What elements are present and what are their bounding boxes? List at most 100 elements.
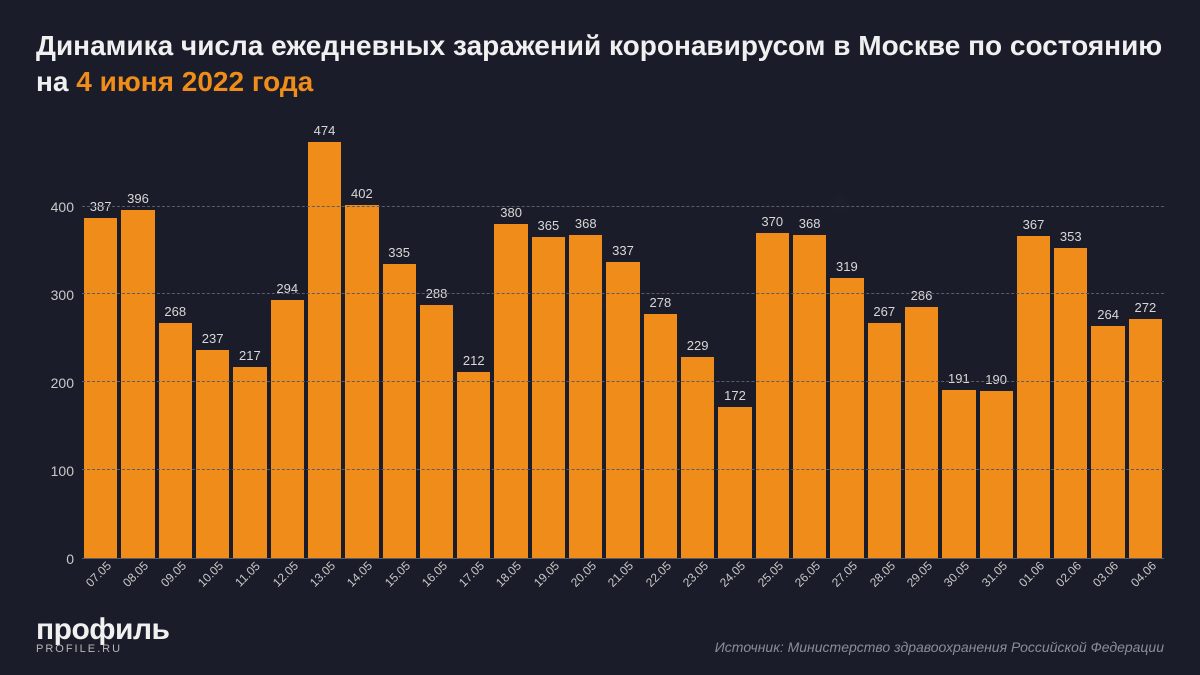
bar [681,357,714,558]
bar [718,407,751,558]
bar-column: 217 [233,119,266,558]
bar [1017,236,1050,558]
bar-value-label: 191 [948,371,970,386]
bar [644,314,677,558]
bar-value-label: 368 [799,216,821,231]
bar [1129,319,1162,558]
bar-value-label: 319 [836,259,858,274]
bar-value-label: 365 [538,218,560,233]
bar-value-label: 212 [463,353,485,368]
bar-value-label: 229 [687,338,709,353]
bar-value-label: 272 [1135,300,1157,315]
bar-value-label: 335 [388,245,410,260]
bar [84,218,117,558]
x-tick: 08.05 [119,557,152,590]
bar [905,307,938,558]
bar-value-label: 286 [911,288,933,303]
bar-value-label: 353 [1060,229,1082,244]
x-tick: 11.05 [231,557,264,590]
x-tick: 31.05 [977,557,1010,590]
x-tick: 13.05 [306,557,339,590]
y-tick: 0 [66,551,74,567]
bar [756,233,789,558]
chart-title: Динамика числа ежедневных заражений коро… [36,28,1164,101]
logo-main: профиль [36,613,169,647]
x-tick: 03.06 [1089,557,1122,590]
x-tick: 14.05 [343,557,376,590]
bar-column: 286 [905,119,938,558]
y-tick: 300 [51,287,74,303]
bar-column: 229 [681,119,714,558]
bar [793,235,826,558]
bar-column: 237 [196,119,229,558]
bar-column: 288 [420,119,453,558]
bar [606,262,639,558]
bar-value-label: 368 [575,216,597,231]
bar-value-label: 172 [724,388,746,403]
bar [457,372,490,558]
container: Динамика числа ежедневных заражений коро… [0,0,1200,675]
bar-column: 353 [1054,119,1087,558]
x-tick: 17.05 [455,557,488,590]
bar [233,367,266,558]
title-highlight: 4 июня 2022 года [76,66,313,97]
bar-column: 387 [84,119,117,558]
x-tick: 23.05 [679,557,712,590]
grid-line [82,381,1164,382]
bar [868,323,901,558]
x-tick: 10.05 [194,557,227,590]
x-tick: 30.05 [940,557,973,590]
plot-area: 387 396 268237217294 474 402 335 288 212 380 365 3… [82,119,1164,559]
logo: профиль PROFILE.RU [36,613,169,655]
bar-column: 268 [159,119,192,558]
bar-value-label: 190 [985,372,1007,387]
bar-value-label: 278 [649,295,671,310]
bar-column: 319 [830,119,863,558]
x-tick: 09.05 [156,557,189,590]
bar-column: 272 [1129,119,1162,558]
source-text: Источник: Министерство здравоохранения Р… [715,639,1164,655]
bar-column: 368 [569,119,602,558]
bar-value-label: 474 [314,123,336,138]
grid-line [82,206,1164,207]
x-tick: 29.05 [903,557,936,590]
x-tick: 16.05 [418,557,451,590]
y-axis: 0100200300400 [36,119,82,559]
bar-value-label: 264 [1097,307,1119,322]
x-tick: 07.05 [82,557,115,590]
x-tick: 27.05 [828,557,861,590]
chart-area: 0100200300400 38739626823721729447440233… [36,119,1164,559]
bar-column: 370 [756,119,789,558]
bar-value-label: 367 [1023,217,1045,232]
footer: профиль PROFILE.RU Источник: Министерств… [36,613,1164,655]
y-tick: 400 [51,199,74,215]
x-tick: 24.05 [716,557,749,590]
x-tick: 12.05 [268,557,301,590]
bar-value-label: 402 [351,186,373,201]
bar-value-label: 337 [612,243,634,258]
bar [271,300,304,558]
bar-value-label: 380 [500,205,522,220]
bar-column: 212 [457,119,490,558]
bar [494,224,527,558]
x-tick: 28.05 [865,557,898,590]
bar [159,323,192,558]
bar [121,210,154,558]
grid-line [82,293,1164,294]
bar [830,278,863,558]
bar-column: 294 [271,119,304,558]
x-tick: 20.05 [567,557,600,590]
bar-column: 474 [308,119,341,558]
bar-value-label: 396 [127,191,149,206]
bar-column: 267 [868,119,901,558]
bar [942,390,975,558]
bar-column: 335 [383,119,416,558]
x-tick: 04.06 [1127,557,1160,590]
bar [980,391,1013,558]
x-axis: 07.0508.0509.0510.0511.0512.0513.0514.05… [82,565,1164,579]
bar [1091,326,1124,558]
bar-column: 396 [121,119,154,558]
x-tick: 26.05 [791,557,824,590]
bar-column: 367 [1017,119,1050,558]
bar-column: 172 [718,119,751,558]
